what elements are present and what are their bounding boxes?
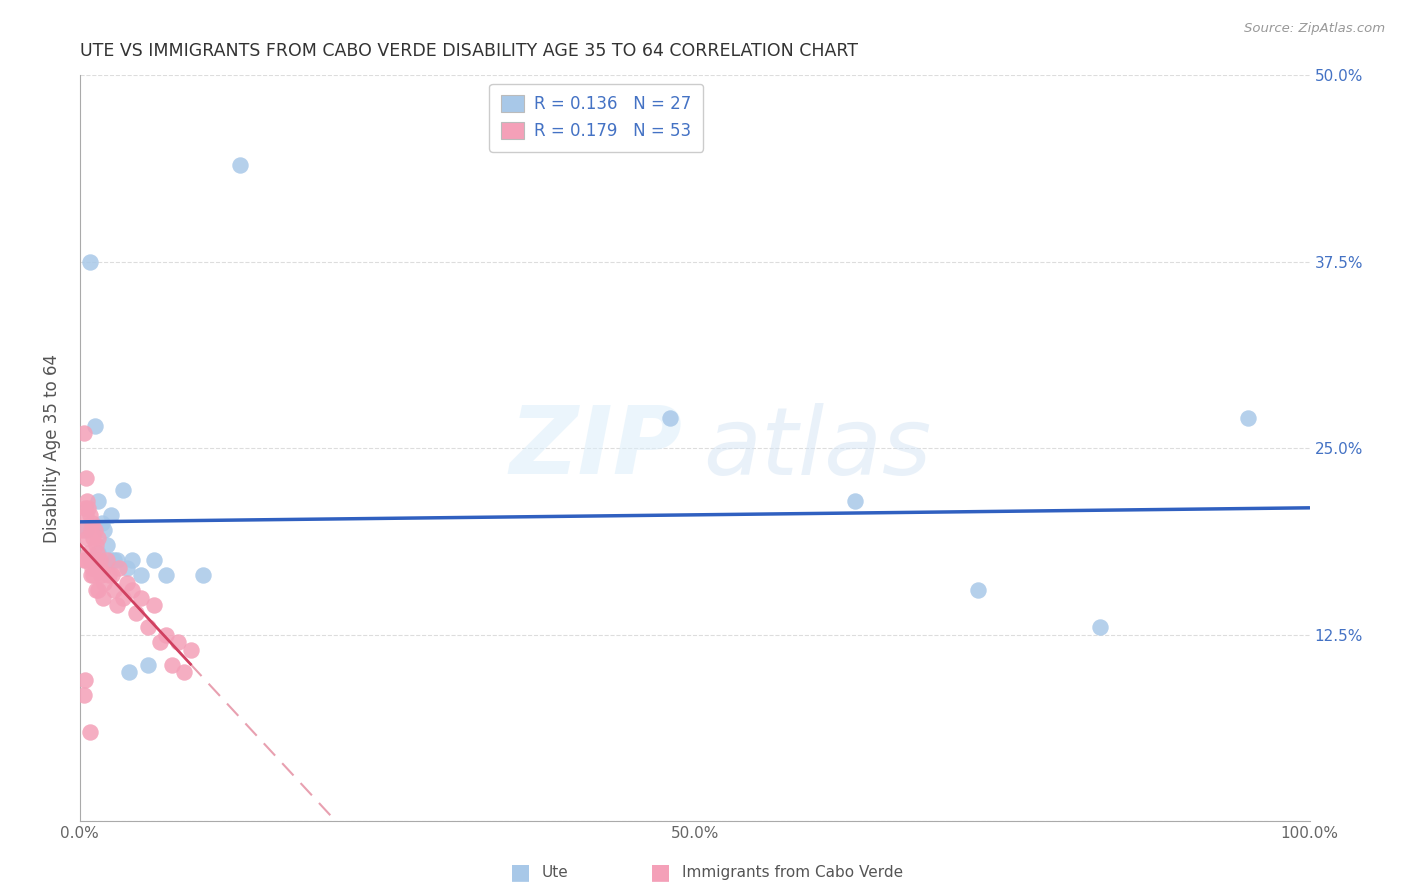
Point	[103, 583, 125, 598]
Point	[96, 553, 118, 567]
Point	[87, 493, 110, 508]
Point	[79, 553, 101, 567]
Point	[77, 546, 100, 560]
Point	[131, 568, 153, 582]
Point	[87, 583, 110, 598]
Point	[844, 493, 866, 508]
Point	[72, 688, 94, 702]
Point	[82, 531, 104, 545]
Point	[136, 620, 159, 634]
Point	[91, 591, 114, 605]
Point	[155, 628, 177, 642]
Text: Ute: Ute	[541, 865, 568, 880]
Point	[136, 657, 159, 672]
Point	[111, 591, 134, 605]
Point	[76, 531, 98, 545]
Point	[79, 725, 101, 739]
Point	[72, 553, 94, 567]
Point	[75, 508, 97, 523]
Point	[82, 516, 104, 530]
Point	[167, 635, 190, 649]
Point	[96, 538, 118, 552]
Point	[79, 508, 101, 523]
Point	[82, 568, 104, 582]
Point	[72, 524, 94, 538]
Point	[73, 673, 96, 687]
Point	[87, 531, 110, 545]
Point	[966, 583, 988, 598]
Point	[142, 553, 165, 567]
Point	[75, 471, 97, 485]
Point	[98, 568, 121, 582]
Point	[149, 635, 172, 649]
Y-axis label: Disability Age 35 to 64: Disability Age 35 to 64	[44, 354, 60, 543]
Point	[103, 553, 125, 567]
Point	[84, 538, 107, 552]
Point	[111, 483, 134, 497]
Point	[75, 524, 97, 538]
Point	[229, 158, 252, 172]
Point	[76, 493, 98, 508]
Point	[125, 606, 148, 620]
Text: ZIP: ZIP	[510, 402, 683, 494]
Text: Immigrants from Cabo Verde: Immigrants from Cabo Verde	[682, 865, 903, 880]
Point	[659, 411, 682, 425]
Point	[100, 508, 122, 523]
Point	[91, 564, 114, 578]
Point	[79, 254, 101, 268]
Legend: R = 0.136   N = 27, R = 0.179   N = 53: R = 0.136 N = 27, R = 0.179 N = 53	[489, 84, 703, 152]
Point	[180, 642, 202, 657]
Text: UTE VS IMMIGRANTS FROM CABO VERDE DISABILITY AGE 35 TO 64 CORRELATION CHART: UTE VS IMMIGRANTS FROM CABO VERDE DISABI…	[80, 42, 858, 60]
Text: ■: ■	[510, 863, 530, 882]
Point	[75, 553, 97, 567]
Point	[121, 583, 143, 598]
Point	[93, 575, 115, 590]
Point	[101, 568, 124, 582]
Point	[105, 598, 128, 612]
Point	[160, 657, 183, 672]
Point	[142, 598, 165, 612]
Point	[91, 516, 114, 530]
Point	[73, 501, 96, 516]
Point	[84, 583, 107, 598]
Point	[77, 501, 100, 516]
Point	[83, 524, 105, 538]
Text: ■: ■	[651, 863, 671, 882]
Point	[89, 553, 111, 567]
Point	[131, 591, 153, 605]
Point	[1090, 620, 1112, 634]
Point	[80, 568, 103, 582]
Point	[118, 665, 141, 680]
Point	[105, 553, 128, 567]
Point	[87, 546, 110, 560]
Point	[82, 560, 104, 574]
Point	[115, 560, 138, 574]
Text: Source: ZipAtlas.com: Source: ZipAtlas.com	[1244, 22, 1385, 36]
Point	[115, 575, 138, 590]
Point	[80, 524, 103, 538]
Point	[90, 568, 112, 582]
Point	[1237, 411, 1260, 425]
Point	[72, 426, 94, 441]
Point	[83, 553, 105, 567]
Point	[155, 568, 177, 582]
Point	[83, 419, 105, 434]
Point	[100, 553, 122, 567]
Point	[121, 553, 143, 567]
Point	[108, 560, 131, 574]
Text: atlas: atlas	[703, 403, 932, 494]
Point	[191, 568, 214, 582]
Point	[173, 665, 195, 680]
Point	[93, 524, 115, 538]
Point	[86, 546, 108, 560]
